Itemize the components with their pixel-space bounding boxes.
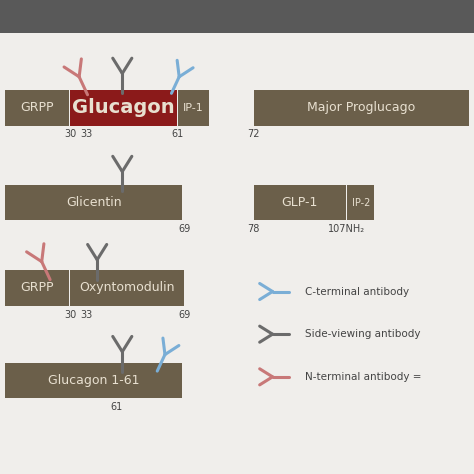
Bar bbox=[254, 90, 469, 126]
Bar bbox=[5, 363, 182, 398]
Text: 78: 78 bbox=[247, 224, 260, 234]
Text: 30: 30 bbox=[64, 129, 76, 139]
Text: 69: 69 bbox=[179, 310, 191, 319]
Text: IP-2: IP-2 bbox=[352, 198, 370, 208]
Bar bbox=[5, 90, 69, 126]
Bar bbox=[254, 185, 346, 220]
Bar bbox=[5, 270, 69, 306]
Text: 33: 33 bbox=[81, 129, 93, 139]
Bar bbox=[5, 185, 182, 220]
Text: Oxyntomodulin: Oxyntomodulin bbox=[79, 282, 175, 294]
Text: 30: 30 bbox=[64, 310, 76, 319]
Text: GRPP: GRPP bbox=[20, 282, 54, 294]
Text: 61: 61 bbox=[110, 402, 122, 412]
Text: C-terminal antibody: C-terminal antibody bbox=[305, 286, 409, 297]
Text: 69: 69 bbox=[179, 224, 191, 234]
Bar bbox=[70, 90, 177, 126]
Text: 33: 33 bbox=[81, 310, 93, 319]
Text: GLP-1: GLP-1 bbox=[282, 196, 318, 209]
Text: 72: 72 bbox=[247, 129, 260, 139]
Text: Major Proglucago: Major Proglucago bbox=[307, 101, 416, 114]
Text: Glucagon: Glucagon bbox=[72, 98, 175, 118]
Text: 61: 61 bbox=[172, 129, 184, 139]
Text: IP-1: IP-1 bbox=[183, 103, 203, 113]
Bar bbox=[178, 90, 209, 126]
Bar bbox=[0, 0, 474, 33]
Text: Glucagon 1-61: Glucagon 1-61 bbox=[48, 374, 139, 387]
Text: Glicentin: Glicentin bbox=[66, 196, 121, 209]
Bar bbox=[70, 270, 184, 306]
Text: Side-viewing antibody: Side-viewing antibody bbox=[305, 329, 420, 339]
Text: N-terminal antibody =: N-terminal antibody = bbox=[305, 372, 421, 382]
Text: 107NH₂: 107NH₂ bbox=[328, 224, 365, 234]
Text: GRPP: GRPP bbox=[20, 101, 54, 114]
Bar bbox=[347, 185, 374, 220]
